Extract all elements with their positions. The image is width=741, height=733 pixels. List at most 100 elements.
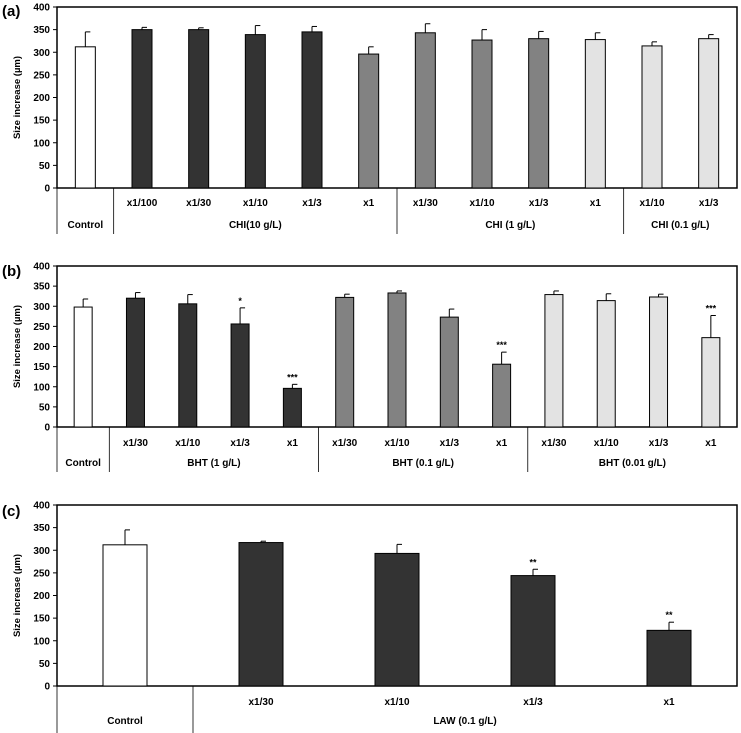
y-tick-label: 0 [44, 423, 50, 434]
bar [102, 544, 148, 687]
y-tick-label: 100 [33, 382, 50, 393]
group-label: Control [65, 458, 101, 469]
y-tick-label: 200 [33, 93, 50, 104]
bar [701, 337, 721, 428]
plot-frame [56, 6, 738, 189]
y-tick-label: 0 [44, 682, 50, 693]
y-tick-label: 50 [39, 659, 51, 670]
bar [188, 29, 210, 189]
group-label: CHI (1 g/L) [485, 220, 535, 231]
significance-mark: *** [706, 304, 717, 314]
category-label: x1/100 [127, 198, 158, 209]
bar [178, 303, 198, 428]
group-label: Control [68, 220, 104, 231]
bar [301, 31, 323, 189]
category-label: x1/3 [649, 438, 669, 449]
panel-label: (c) [2, 503, 20, 520]
category-label: x1/3 [529, 198, 549, 209]
y-tick-label: 100 [33, 138, 50, 149]
bar [282, 387, 302, 428]
y-tick-label: 300 [33, 546, 50, 557]
significance-mark: ** [529, 557, 537, 567]
category-label: x1/10 [594, 438, 619, 449]
bar [641, 45, 663, 189]
y-tick-label: 150 [33, 362, 50, 373]
panel-c: (c) 0 50 100 150 200 250 300 350 400 Size increase… [2, 501, 738, 733]
bar [492, 363, 512, 428]
bar [74, 46, 96, 189]
y-tick-label: 250 [33, 322, 50, 333]
bar [238, 542, 284, 687]
category-label: x1/30 [332, 438, 357, 449]
category-label: x1/30 [123, 438, 148, 449]
y-tick-label: 50 [39, 402, 51, 413]
panel-a: (a) 0 50 100 150 200 250 300 350 400 Size increase… [2, 3, 738, 234]
category-label: x1/30 [186, 198, 211, 209]
bar [374, 552, 420, 687]
y-tick-label: 200 [33, 342, 50, 353]
group-label: Control [107, 716, 143, 727]
significance-mark: * [238, 296, 242, 306]
bar [125, 297, 145, 428]
category-label: x1/30 [413, 198, 438, 209]
y-tick-label: 350 [33, 25, 50, 36]
y-tick-label: 400 [33, 262, 50, 273]
y-axis-title: Size increase (µm) [12, 554, 23, 637]
category-label: x1 [496, 438, 508, 449]
category-label: x1 [663, 697, 675, 708]
bar [584, 39, 606, 189]
category-label: x1/3 [440, 438, 460, 449]
category-label: x1/3 [523, 697, 543, 708]
significance-mark: *** [287, 372, 298, 382]
bar [358, 53, 380, 189]
category-label: x1/10 [243, 198, 268, 209]
panel-label: (a) [2, 3, 20, 20]
bar [528, 38, 550, 189]
bar [131, 29, 153, 189]
y-tick-label: 100 [33, 636, 50, 647]
significance-mark: *** [496, 340, 507, 350]
significance-mark: ** [665, 610, 673, 620]
y-tick-label: 400 [33, 501, 50, 512]
bar [439, 316, 459, 428]
panel-b: (b) 0 50 100 150 200 250 300 350 400 Size increase… [2, 262, 738, 472]
y-tick-label: 150 [33, 614, 50, 625]
category-label: x1 [705, 438, 717, 449]
bar [387, 292, 407, 428]
category-label: x1 [287, 438, 299, 449]
category-label: x1/3 [230, 438, 250, 449]
y-tick-label: 300 [33, 302, 50, 313]
bar [335, 296, 355, 428]
bar [73, 306, 93, 428]
bar [414, 32, 436, 189]
category-label: x1 [363, 198, 375, 209]
y-axis-title: Size increase (µm) [12, 305, 23, 388]
category-label: x1/3 [302, 198, 322, 209]
panel-label: (b) [2, 263, 21, 280]
y-tick-label: 300 [33, 48, 50, 59]
group-label: BHT (1 g/L) [187, 458, 240, 469]
category-label: x1/10 [384, 438, 409, 449]
y-axis-title: Size increase (µm) [12, 56, 23, 139]
group-label: BHT (0.1 g/L) [392, 458, 454, 469]
bar [510, 575, 556, 687]
y-tick-label: 0 [44, 184, 50, 195]
group-label: LAW (0.1 g/L) [433, 716, 496, 727]
category-label: x1/30 [541, 438, 566, 449]
y-tick-label: 250 [33, 70, 50, 81]
bar [596, 300, 616, 428]
category-label: x1 [590, 198, 602, 209]
y-tick-label: 350 [33, 282, 50, 293]
bar [646, 629, 692, 687]
bar [698, 38, 720, 189]
category-label: x1/10 [175, 438, 200, 449]
category-label: x1/10 [639, 198, 664, 209]
y-tick-label: 200 [33, 591, 50, 602]
bar [544, 294, 564, 428]
y-tick-label: 400 [33, 3, 50, 14]
category-label: x1/10 [384, 697, 409, 708]
bar [471, 39, 493, 189]
bar [244, 34, 266, 189]
category-label: x1/10 [469, 198, 494, 209]
